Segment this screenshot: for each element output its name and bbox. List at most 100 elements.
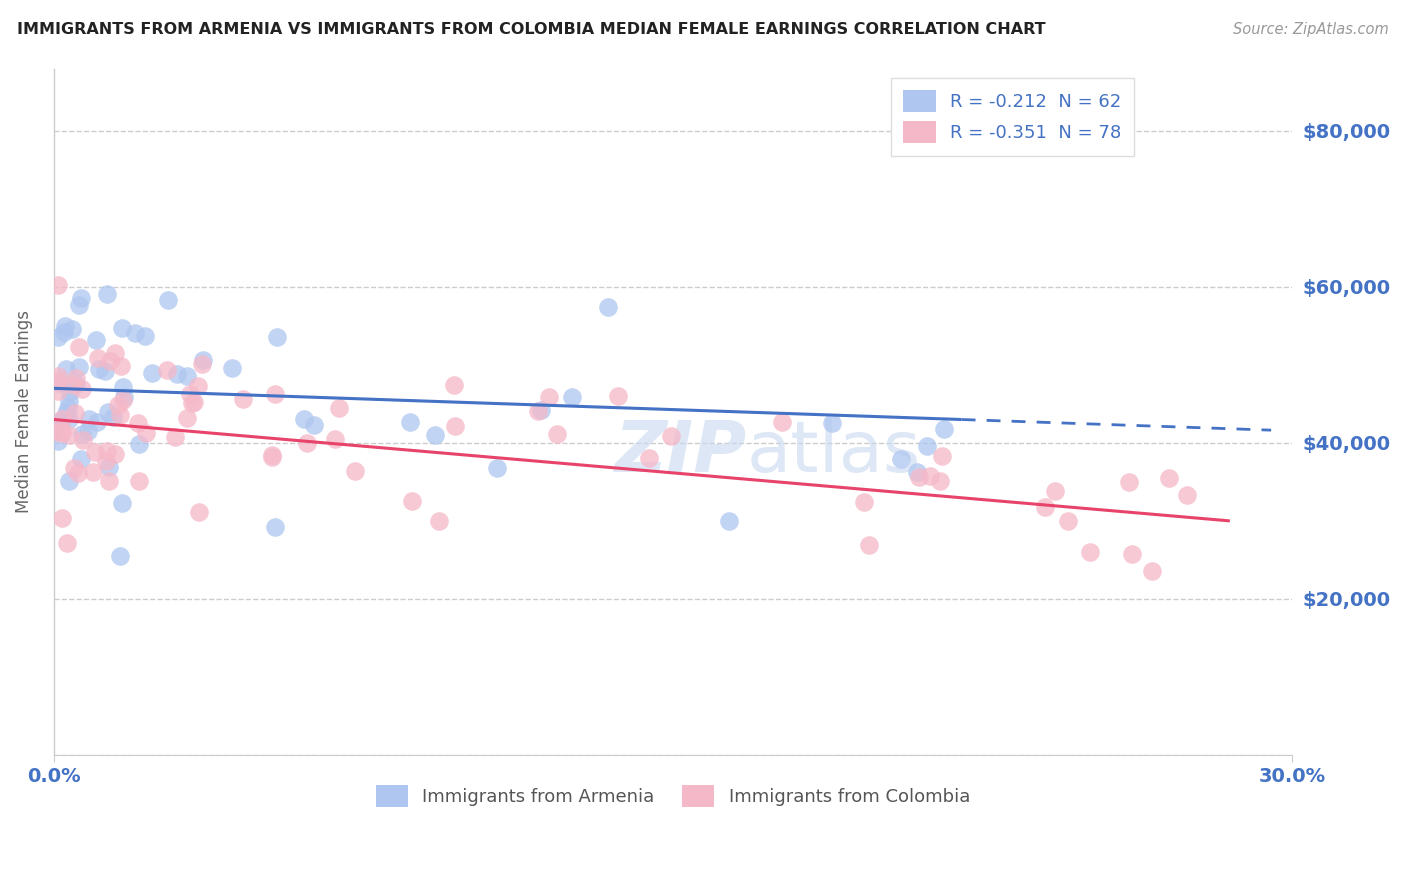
Point [55,536,77,550]
Point [46,278,69,293]
Point [1057,514,1080,528]
Point [292,411,315,425]
Point [323,432,346,446]
Point [124,326,146,341]
Point [96,287,118,301]
Point [183,395,205,409]
Point [62,378,84,392]
Point [546,426,568,441]
Point [112,380,135,394]
Point [907,470,929,484]
Point [65,370,87,384]
Point [67,340,90,354]
Point [770,416,793,430]
Point [561,390,583,404]
Point [69,452,91,467]
Point [46,330,69,344]
Point [890,452,912,467]
Point [84,445,107,459]
Point [1043,483,1066,498]
Point [134,329,156,343]
Point [176,411,198,425]
Point [101,409,124,424]
Point [46,425,69,439]
Point [931,449,953,463]
Point [72,382,94,396]
Point [76,424,98,438]
Point [46,415,69,429]
Point [188,505,211,519]
Point [821,417,844,431]
Point [97,405,120,419]
Point [853,495,876,509]
Point [166,367,188,381]
Point [56,401,79,415]
Point [1118,475,1140,489]
Point [264,386,287,401]
Point [262,448,284,462]
Point [537,391,560,405]
Point [104,345,127,359]
Point [328,401,350,415]
Point [1140,564,1163,578]
Point [128,474,150,488]
Point [46,384,69,398]
Point [48,376,70,390]
Text: ZIP: ZIP [614,418,747,487]
Point [179,387,201,401]
Point [905,465,928,479]
Point [67,298,90,312]
Point [60,321,83,335]
Point [858,538,880,552]
Point [46,424,69,438]
Point [58,412,80,426]
Point [98,459,121,474]
Point [1121,547,1143,561]
Point [111,496,134,510]
Point [221,361,243,376]
Point [260,450,283,464]
Point [55,406,77,420]
Point [111,321,134,335]
Point [112,391,135,405]
Point [98,354,121,368]
Point [193,353,215,368]
Point [70,426,93,441]
Point [191,357,214,371]
Legend: Immigrants from Armenia, Immigrants from Colombia: Immigrants from Armenia, Immigrants from… [368,778,977,814]
Point [51,511,73,525]
Point [295,436,318,450]
Point [69,291,91,305]
Point [72,433,94,447]
Point [157,293,180,307]
Point [111,392,134,407]
Point [93,364,115,378]
Point [59,384,82,399]
Point [58,393,80,408]
Point [527,404,550,418]
Y-axis label: Median Female Earnings: Median Female Earnings [15,310,32,513]
Point [918,469,941,483]
Point [66,466,89,480]
Point [104,447,127,461]
Point [399,415,422,429]
Point [427,514,450,528]
Point [55,362,77,376]
Point [52,325,75,339]
Point [486,460,509,475]
Point [530,402,553,417]
Point [932,422,955,436]
Point [49,424,72,438]
Point [165,430,187,444]
Point [94,454,117,468]
Text: IMMIGRANTS FROM ARMENIA VS IMMIGRANTS FROM COLOMBIA MEDIAN FEMALE EARNINGS CORRE: IMMIGRANTS FROM ARMENIA VS IMMIGRANTS FR… [17,22,1046,37]
Point [928,474,950,488]
Point [82,465,104,479]
Point [87,361,110,376]
Point [135,425,157,440]
Point [343,464,366,478]
Point [62,461,84,475]
Point [65,376,87,391]
Point [58,474,80,488]
Point [401,494,423,508]
